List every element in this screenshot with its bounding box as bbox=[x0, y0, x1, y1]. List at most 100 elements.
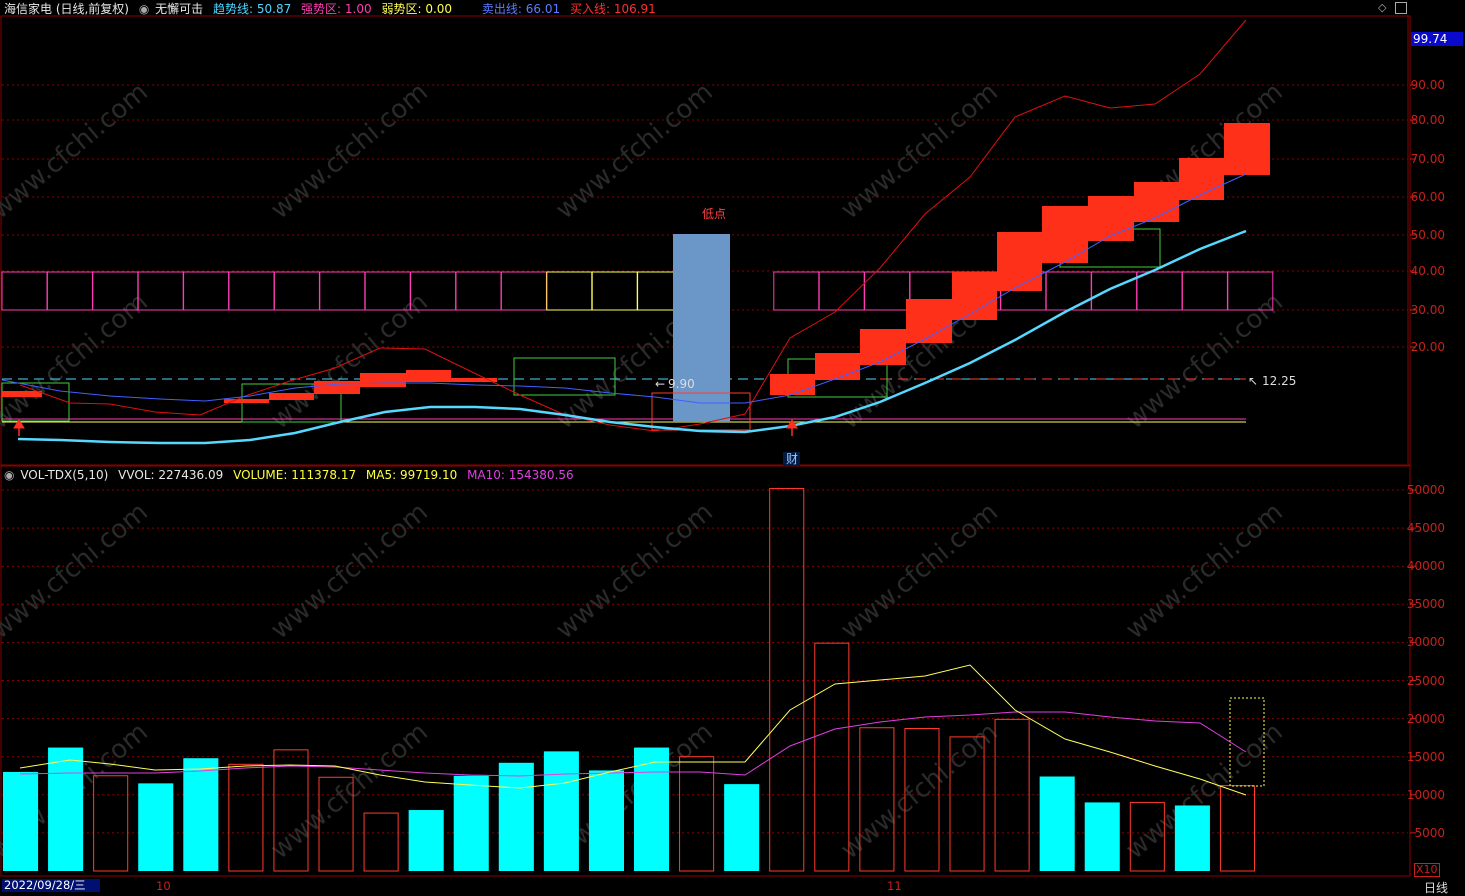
volume-bar bbox=[1219, 785, 1256, 872]
buy-line bbox=[19, 19, 1247, 432]
volume-bar bbox=[183, 758, 219, 871]
volume-gridlines bbox=[2, 489, 1416, 834]
low-value-arrow: ← bbox=[655, 377, 665, 391]
price-tick-label: 40.00 bbox=[1410, 264, 1445, 278]
volume-bar bbox=[634, 747, 670, 871]
strong-zone-box bbox=[773, 271, 820, 311]
volume-bar bbox=[93, 775, 129, 872]
volume-tick-label: 50000 bbox=[1406, 483, 1445, 497]
price-tick-label: 60.00 bbox=[1410, 190, 1445, 204]
strong-zone-box bbox=[818, 271, 865, 311]
strong-zone-box bbox=[319, 271, 366, 311]
volume-bar bbox=[3, 771, 39, 871]
trend-line bbox=[17, 229, 1247, 445]
svg-text:www.cfchi.com: www.cfchi.com bbox=[550, 497, 719, 645]
month-label-11: 11 bbox=[887, 879, 902, 893]
strong-zone-label: 强势区: 1.00 bbox=[301, 2, 372, 16]
watermarks: www.cfchi.com www.cfchi.com www.cfchi.co… bbox=[0, 77, 1289, 865]
vvol-value: VVOL: 227436.09 bbox=[118, 468, 224, 482]
svg-text:www.cfchi.com: www.cfchi.com bbox=[265, 717, 434, 865]
weak-zone-box bbox=[591, 271, 638, 311]
sell-line-label: 卖出线: 66.01 bbox=[481, 2, 561, 16]
svg-text:www.cfchi.com: www.cfchi.com bbox=[550, 77, 719, 225]
strong-zone-box bbox=[864, 271, 911, 311]
strong-zone-box bbox=[183, 271, 230, 311]
volume-header: ◉ VOL-TDX(5,10) VVOL: 227436.09 VOLUME: … bbox=[4, 468, 580, 482]
volume-bar bbox=[1174, 805, 1210, 871]
volume-bar bbox=[588, 770, 624, 871]
svg-text:www.cfchi.com: www.cfchi.com bbox=[1120, 287, 1289, 435]
volume-value: VOLUME: 111378.17 bbox=[233, 468, 357, 482]
price-tick-label: 50.00 bbox=[1410, 228, 1445, 242]
volume-indicator-name[interactable]: VOL-TDX(5,10) bbox=[20, 468, 109, 482]
strong-zone-box bbox=[1045, 271, 1092, 311]
ma5-value: MA5: 99719.10 bbox=[365, 468, 458, 482]
price-tick-label: 90.00 bbox=[1410, 78, 1445, 92]
volume-tick-label: 5000 bbox=[1414, 825, 1445, 840]
strong-zone-box bbox=[1, 271, 48, 311]
volume-bar bbox=[453, 775, 489, 871]
buy-line-label: 买入线: 106.91 bbox=[569, 2, 656, 16]
strong-zone-box bbox=[46, 271, 93, 311]
volume-bar bbox=[814, 642, 850, 872]
zoom-label[interactable]: X10 bbox=[1414, 863, 1440, 877]
volume-bar bbox=[1129, 801, 1165, 872]
volume-tick-label: 30000 bbox=[1406, 635, 1445, 650]
low-point-highlight-bar[interactable] bbox=[673, 234, 730, 422]
svg-text:www.cfchi.com: www.cfchi.com bbox=[265, 497, 434, 645]
trend-line-label: 趋势线: 50.87 bbox=[212, 2, 292, 16]
strong-zone-box bbox=[1181, 271, 1228, 311]
price-tick-label: 20.00 bbox=[1410, 340, 1445, 354]
volume-bar bbox=[408, 810, 444, 871]
volume-bar bbox=[679, 756, 715, 872]
volume-bar bbox=[1084, 802, 1120, 871]
volume-tick-label: 45000 bbox=[1406, 521, 1445, 536]
volume-bar bbox=[859, 727, 895, 872]
finance-marker-bg[interactable] bbox=[783, 452, 800, 466]
period-label[interactable]: 日线 bbox=[1424, 881, 1449, 895]
volume-bar bbox=[318, 776, 354, 872]
finance-marker[interactable]: 财 bbox=[786, 452, 798, 466]
svg-text:www.cfchi.com: www.cfchi.com bbox=[835, 717, 1004, 865]
price-tick-label: 30.00 bbox=[1410, 303, 1445, 317]
volume-dropdown-icon[interactable]: ◉ bbox=[4, 468, 15, 482]
volume-tick-label: 20000 bbox=[1406, 711, 1445, 726]
volume-bar bbox=[724, 784, 760, 871]
volume-bar bbox=[949, 736, 985, 872]
weak-zone-label: 弱势区: 0.00 bbox=[381, 2, 453, 16]
month-label-10: 10 bbox=[156, 879, 171, 893]
weak-zone-box bbox=[546, 271, 593, 311]
panel-toggle-icon[interactable] bbox=[1395, 2, 1407, 14]
strong-zone-box bbox=[455, 271, 502, 311]
strong-zone-box bbox=[500, 271, 547, 311]
volume-tick-label: 15000 bbox=[1406, 749, 1445, 764]
volume-bar bbox=[543, 751, 579, 871]
indicator-name[interactable]: 无懈可击 bbox=[155, 2, 204, 16]
ma5-line bbox=[19, 664, 1247, 796]
volume-tick-label: 40000 bbox=[1406, 559, 1445, 574]
low-value-label: 9.90 bbox=[668, 377, 695, 391]
sell-line bbox=[1, 173, 1247, 404]
chart-header: 海信家电 (日线,前复权) ◉ 无懈可击 趋势线: 50.87 强势区: 1.0… bbox=[4, 0, 662, 17]
indicator-dropdown-icon[interactable]: ◉ bbox=[138, 2, 150, 16]
volume-bar bbox=[138, 783, 174, 871]
diamond-icon[interactable]: ◇ bbox=[1378, 1, 1387, 14]
strong-zone-box bbox=[273, 271, 320, 311]
stock-title[interactable]: 海信家电 (日线,前复权) bbox=[4, 2, 129, 16]
high-value-label: 12.25 bbox=[1262, 374, 1296, 388]
strong-zone-box bbox=[1136, 271, 1183, 311]
volume-bar bbox=[769, 487, 805, 872]
svg-text:www.cfchi.com: www.cfchi.com bbox=[1120, 497, 1289, 645]
price-tick-label: 70.00 bbox=[1410, 152, 1445, 166]
date-label: 2022/09/28/三 bbox=[2, 879, 100, 892]
volume-bar bbox=[273, 749, 309, 872]
current-price-tag: 99.74 bbox=[1411, 32, 1463, 46]
svg-text:www.cfchi.com: www.cfchi.com bbox=[0, 77, 154, 225]
price-tick-label: 80.00 bbox=[1410, 113, 1445, 127]
strong-zone-box bbox=[1227, 271, 1274, 311]
volume-bar bbox=[228, 763, 264, 872]
strong-zone-box bbox=[228, 271, 275, 311]
ma10-line bbox=[19, 711, 1247, 777]
